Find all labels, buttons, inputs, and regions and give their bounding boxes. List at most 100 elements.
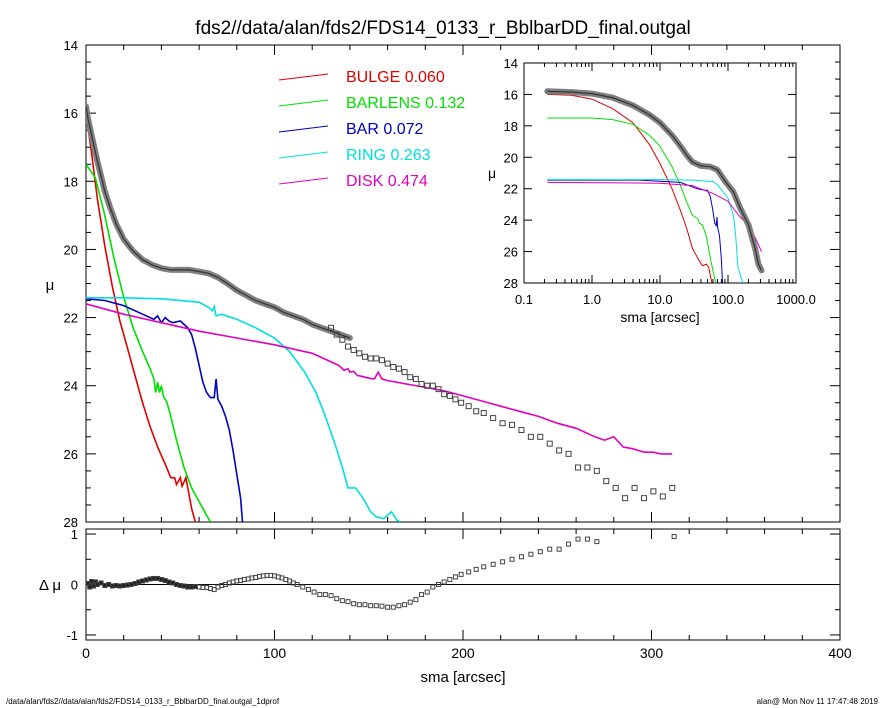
data-point-square (527, 433, 534, 440)
footer-left: /data/alan/fds2//data/alan/fds2/FDS14_01… (6, 697, 280, 706)
data-point-square (378, 357, 385, 364)
series-barlens-line (86, 163, 212, 522)
residual-point (500, 559, 506, 565)
inset-y-tick-label: 24 (504, 213, 518, 228)
residual-point (441, 579, 447, 585)
residual-point (356, 602, 362, 608)
residual-point (435, 582, 441, 587)
x-tick-label: 400 (828, 645, 852, 661)
data-point-square (345, 343, 352, 350)
data-point-square (480, 409, 487, 416)
data-point-square (395, 365, 402, 372)
residual-point (379, 603, 385, 609)
data-point-square (356, 350, 363, 357)
residual-point (466, 569, 472, 575)
inset-y-tick-label: 16 (504, 87, 518, 102)
data-point-square (390, 363, 397, 370)
residual-plot: 0 100 200 300 400 sma [arcsec] 1 0 -1 Δ μ (39, 527, 852, 686)
residual-point (566, 541, 572, 547)
data-point-square (333, 331, 340, 338)
inset-y-tick-label: 18 (504, 119, 518, 134)
data-point-square (424, 382, 431, 389)
residual-point (98, 580, 104, 586)
legend-swatch-disk (278, 177, 329, 185)
legend-label-bar: BAR 0.072 (346, 121, 423, 138)
residual-point (528, 551, 534, 557)
data-point-square (407, 374, 414, 381)
residual-point (402, 602, 408, 608)
residual-point (305, 587, 311, 593)
residual-point (351, 601, 357, 607)
inset-x-tick-label: 1.0 (583, 292, 601, 307)
data-point-square (631, 484, 638, 491)
series-bulge-line (86, 112, 197, 522)
residual-point (481, 564, 487, 570)
residual-point (594, 539, 600, 545)
legend: BULGE 0.060 BARLENS 0.132 BAR 0.072 RING 0.… (278, 69, 465, 190)
data-point-square (669, 484, 676, 491)
data-point-square (603, 478, 610, 485)
inset-y-axis-label: μ (488, 165, 496, 181)
data-point-square (401, 369, 408, 376)
data-point-square (640, 495, 647, 502)
residual-point (413, 597, 419, 603)
main-y-tick-label: 18 (64, 174, 78, 189)
residual-point (322, 592, 328, 598)
residual-point (334, 596, 340, 602)
data-point-square (435, 386, 442, 393)
residual-point (328, 593, 334, 599)
inset-y-tick-label: 26 (504, 245, 518, 260)
residual-point (556, 546, 562, 552)
inset-series-ring-line (547, 179, 744, 283)
data-point-square (490, 415, 497, 422)
data-point-square (429, 382, 436, 389)
inset-series-data-line (547, 90, 763, 271)
inset-series-bulge-line (547, 93, 713, 283)
series-ring-line (86, 297, 402, 522)
legend-swatch-bar (278, 125, 329, 133)
inset-x-tick-label: 0.1 (515, 292, 533, 307)
residual-point (311, 589, 317, 595)
data-point-square (446, 392, 453, 399)
data-point-square (373, 355, 380, 362)
legend-label-disk: DISK 0.474 (346, 173, 428, 190)
data-point-square (473, 408, 480, 415)
residual-point (518, 554, 524, 560)
data-point-square (556, 447, 563, 454)
main-y-tick-label: 28 (64, 515, 78, 530)
x-tick-label: 100 (263, 645, 287, 661)
main-y-tick-label: 26 (64, 447, 78, 462)
main-y-tick-label: 16 (64, 106, 78, 121)
data-point-square (546, 440, 553, 447)
data-point-square (650, 488, 657, 495)
residual-point (473, 566, 479, 572)
data-point-square (384, 360, 391, 367)
data-point-square (518, 427, 525, 434)
main-y-axis-label: μ (46, 277, 55, 294)
inset-axes-frame (523, 62, 797, 284)
inset-x-tick-label: 1000.0 (776, 292, 816, 307)
data-point-square (458, 399, 465, 406)
legend-label-ring: RING 0.263 (346, 147, 431, 164)
residual-point (424, 589, 430, 595)
main-y-tick-label: 24 (64, 379, 78, 394)
data-point-square (452, 396, 459, 403)
series-data-line (86, 106, 351, 339)
data-point-square (509, 421, 516, 428)
data-point-square (339, 336, 346, 343)
residual-point (430, 584, 436, 590)
legend-label-bulge: BULGE 0.060 (346, 69, 445, 86)
residual-point (575, 536, 581, 542)
residual-point (458, 571, 464, 577)
legend-label-barlens: BARLENS 0.132 (346, 95, 465, 112)
x-tick-label: 200 (451, 645, 475, 661)
data-point-square (593, 467, 600, 474)
residual-point (537, 549, 543, 555)
legend-swatch-bulge (278, 73, 329, 81)
data-point-square (367, 355, 374, 362)
inset-x-axis-label: sma [arcsec] (620, 309, 699, 325)
main-profile-plot: 14 16 18 20 22 24 26 28 μ BULGE 0.060 BARLENS 0.13… (46, 38, 841, 530)
residual-point (490, 561, 496, 567)
residual-point (368, 603, 374, 609)
residual-point (584, 536, 590, 542)
